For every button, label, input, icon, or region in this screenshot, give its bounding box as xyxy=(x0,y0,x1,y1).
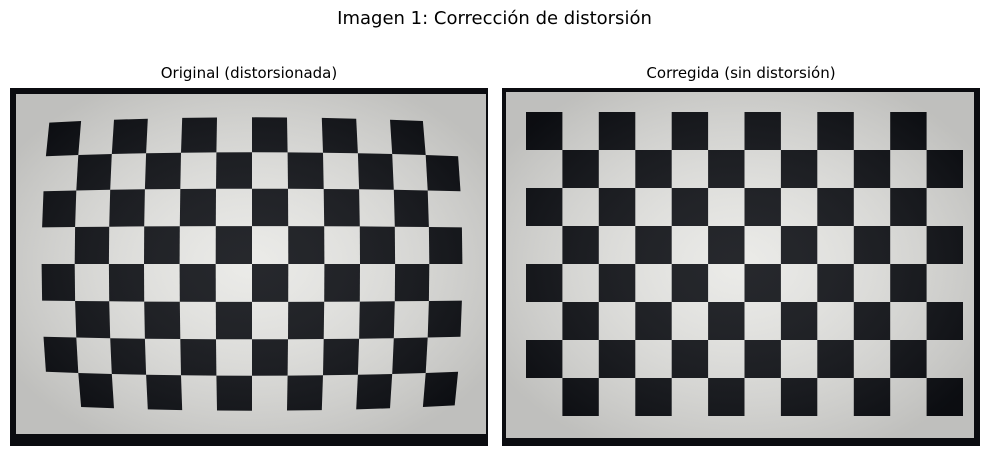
lighting-vignette xyxy=(506,92,974,438)
panel-title-corrected: Corregida (sin distorsión) xyxy=(646,64,836,82)
corrected-checkerboard-image xyxy=(502,88,980,446)
distorted-checkerboard-svg xyxy=(16,94,486,434)
corrected-checkerboard-svg xyxy=(506,92,974,438)
panel-title-original: Original (distorsionada) xyxy=(160,64,338,82)
figure-title: Imagen 1: Corrección de distorsión xyxy=(337,8,652,29)
lighting-vignette xyxy=(16,94,486,434)
distorted-checkerboard-image xyxy=(10,88,488,446)
